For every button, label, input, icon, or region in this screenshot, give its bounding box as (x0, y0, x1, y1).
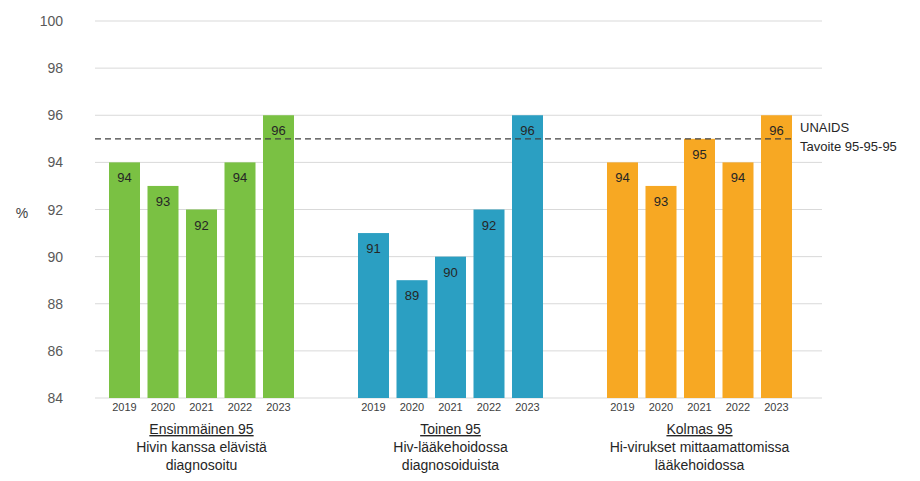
x-tick-label: 2020 (400, 401, 424, 413)
y-tick-label: 100 (40, 13, 64, 29)
y-tick-label: 90 (47, 249, 63, 265)
grid-line (95, 68, 822, 69)
data-label: 96 (520, 123, 534, 138)
y-axis-label: % (16, 205, 28, 221)
bar (607, 162, 638, 398)
x-tick-label: 2021 (438, 401, 462, 413)
data-label: 92 (194, 218, 208, 233)
bar (684, 139, 715, 398)
data-label: 94 (117, 170, 131, 185)
x-tick-label: 2021 (189, 401, 213, 413)
reference-line (95, 138, 795, 139)
chart: 84 86 88 90 92 94 96 98 100% 94 93 92 94 96 2019 2020 20… (0, 0, 920, 481)
data-label: 91 (366, 241, 380, 256)
data-label: 94 (615, 170, 629, 185)
grid-line (95, 21, 822, 22)
y-tick-label: 84 (47, 390, 63, 406)
labels: 94 93 92 94 96 2019 2020 2021 2022 2023 Ensimmäine… (112, 123, 789, 473)
bar (723, 162, 754, 398)
group-description: Hivin kanssa elävistä (136, 439, 267, 455)
bar (263, 115, 294, 398)
x-tick-label: 2023 (764, 401, 788, 413)
data-label: 93 (156, 194, 170, 209)
x-tick-label: 2019 (112, 401, 136, 413)
grid-line (95, 115, 822, 116)
x-tick-label: 2020 (649, 401, 673, 413)
group-name: Kolmas 95 (666, 421, 732, 437)
x-tick-label: 2023 (266, 401, 290, 413)
reference-label: Tavoite 95-95-95 (800, 139, 897, 154)
y-tick-label: 96 (47, 107, 63, 123)
bar (148, 186, 179, 398)
reference-label: UNAIDS (800, 120, 849, 135)
bar (512, 115, 543, 398)
x-tick-label: 2019 (610, 401, 634, 413)
bar (397, 280, 428, 398)
data-label: 96 (769, 123, 783, 138)
group-name: Ensimmäinen 95 (149, 421, 253, 437)
group-description: Hi-virukset mittaamattomissa (610, 439, 790, 455)
data-label: 96 (271, 123, 285, 138)
y-tick-label: 94 (47, 154, 63, 170)
y-tick-label: 88 (47, 296, 63, 312)
x-tick-label: 2023 (515, 401, 539, 413)
bar (761, 115, 792, 398)
bar (109, 162, 140, 398)
bar (186, 210, 217, 399)
group-description: diagnosoiduista (402, 457, 500, 473)
grid (95, 21, 822, 398)
x-tick-label: 2021 (687, 401, 711, 413)
y-tick-label: 86 (47, 343, 63, 359)
x-tick-label: 2022 (477, 401, 501, 413)
data-label: 95 (692, 147, 706, 162)
data-label: 94 (233, 170, 247, 185)
bars (109, 115, 792, 398)
bar (646, 186, 677, 398)
x-tick-label: 2022 (228, 401, 252, 413)
bar (474, 210, 505, 399)
bar (435, 257, 466, 398)
y-tick-label: 92 (47, 202, 63, 218)
data-label: 89 (405, 288, 419, 303)
x-tick-label: 2022 (726, 401, 750, 413)
x-tick-label: 2019 (361, 401, 385, 413)
group-description: diagnosoitu (166, 457, 238, 473)
group-description: lääkehoidossa (655, 457, 745, 473)
bar (225, 162, 256, 398)
bar (358, 233, 389, 398)
data-label: 90 (443, 265, 457, 280)
y-tick-label: 98 (47, 60, 63, 76)
group-description: Hiv-lääkehoidossa (393, 439, 508, 455)
x-tick-label: 2020 (151, 401, 175, 413)
data-label: 93 (654, 194, 668, 209)
group-name: Toinen 95 (420, 421, 481, 437)
data-label: 92 (482, 218, 496, 233)
data-label: 94 (731, 170, 745, 185)
